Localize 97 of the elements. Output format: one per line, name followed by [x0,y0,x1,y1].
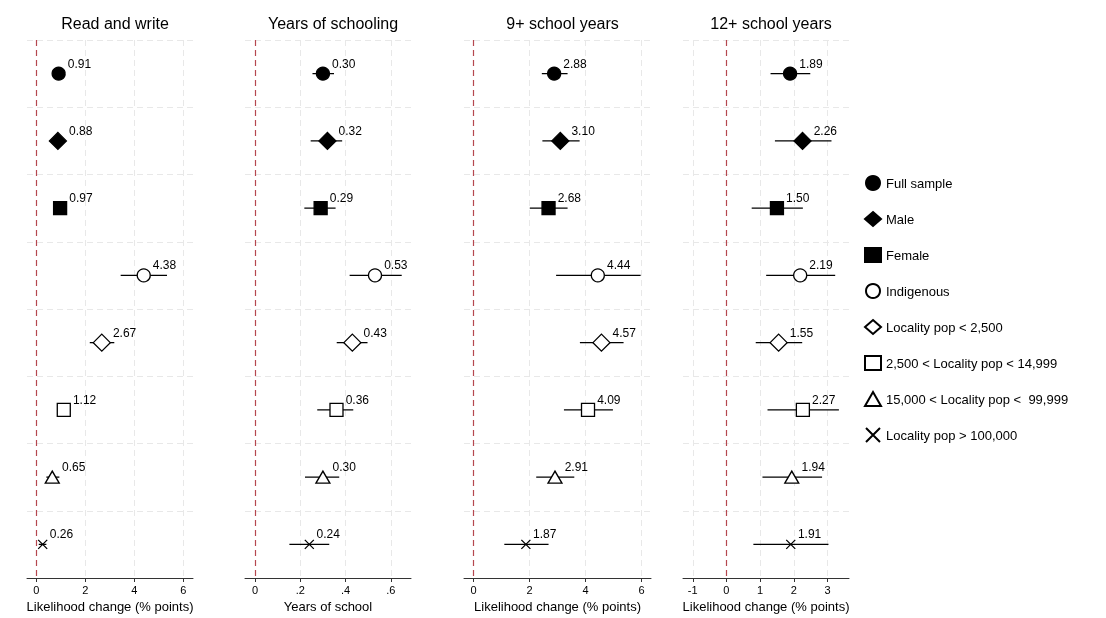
legend-label: 15,000 < Locality pop < 99,999 [886,391,1069,407]
chart-title: Read and write [61,14,169,32]
point [318,131,337,151]
x-axis-title: Years of school [283,599,373,614]
x-tick-label: .2 [295,583,305,596]
data-label: 1.55 [789,325,814,340]
data-label: 0.53 [384,258,408,273]
point [541,200,556,216]
data-label: 2.67 [112,325,137,340]
point [315,66,331,81]
data-label: 1.89 [799,56,823,71]
chart-title: Years of schooling [267,14,399,32]
x-tick-label: 6 [638,583,645,596]
data-label: 0.30 [332,460,357,475]
data-label: 2.68 [557,191,582,206]
point [784,470,800,484]
x-tick-label: 2 [82,583,89,596]
x-axis-title: Likelihood change (% points) [682,599,850,614]
legend-label: Full sample [886,175,953,191]
chart-title: 12+ school years [710,14,832,32]
x-tick-label: 0 [470,583,477,596]
point [51,66,66,81]
data-label: 1.12 [72,392,97,407]
legend-label: Male [886,211,915,227]
point [56,402,71,418]
point [793,268,808,283]
point [769,333,788,352]
point [37,539,48,550]
data-label: 1.91 [797,527,822,542]
point [48,131,68,151]
x-tick-label: 3 [824,583,831,596]
x-tick-label: .4 [340,583,351,596]
data-label: 0.32 [338,123,363,138]
data-label: 0.24 [316,527,341,542]
point [580,402,596,418]
x-tick-label: 0 [251,583,259,596]
point [313,200,328,216]
data-label: 4.57 [612,325,637,340]
point [136,268,151,283]
point [782,66,798,81]
data-label: 1.50 [786,191,810,206]
data-label: 4.38 [152,258,177,273]
data-label: 2.91 [564,460,589,475]
legend-label: Locality pop < 2,500 [886,319,1003,335]
point [592,333,611,352]
x-tick-label: -1 [687,583,698,596]
point [520,539,532,550]
data-label: 1.87 [533,527,557,542]
data-label: 0.97 [69,191,93,206]
point [769,200,785,216]
x-tick-label: 1 [757,583,764,596]
point [367,268,383,283]
point [547,66,562,81]
legend-label: 2,500 < Locality pop < 14,999 [886,355,1058,371]
data-label: 2.19 [809,258,834,273]
data-label: 0.65 [61,460,86,475]
x-axis-title: Likelihood change (% points) [474,599,641,614]
data-label: 0.88 [69,123,93,138]
point [795,402,811,418]
data-label: 3.10 [571,123,596,138]
x-tick-label: 0 [33,583,40,596]
data-label: 2.27 [812,392,836,407]
legend-label: Female [886,247,930,263]
point [304,539,315,550]
point [590,268,605,283]
data-label: 2.88 [563,56,587,71]
data-label: 4.09 [597,392,621,407]
data-label: 2.26 [813,123,838,138]
x-tick-label: 2 [790,583,797,596]
x-tick-label: 4 [582,583,589,596]
data-label: 1.94 [801,460,826,475]
data-label: 0.43 [363,325,388,340]
chart-title: 9+ school years [506,14,619,32]
point [343,333,362,352]
x-tick-label: .6 [386,583,396,596]
point [44,470,60,484]
data-label: 0.36 [345,392,370,407]
point [785,539,796,550]
x-axis-title: Likelihood change (% points) [26,599,194,614]
data-label: 0.30 [332,56,356,71]
data-label: 0.29 [329,191,354,206]
data-label: 4.44 [606,258,631,273]
point [315,470,331,484]
point [547,470,563,484]
x-tick-label: 4 [131,583,138,596]
x-tick-label: 2 [526,583,533,596]
point [793,131,812,151]
point [329,402,344,418]
point [52,200,68,216]
data-label: 0.26 [49,527,74,542]
data-label: 0.91 [67,56,92,71]
x-tick-label: 6 [180,583,187,596]
x-tick-label: 0 [723,583,730,596]
point [551,131,570,151]
legend-label: Locality pop > 100,000 [886,427,1018,443]
point [92,333,111,352]
legend-label: Indigenous [886,283,951,299]
